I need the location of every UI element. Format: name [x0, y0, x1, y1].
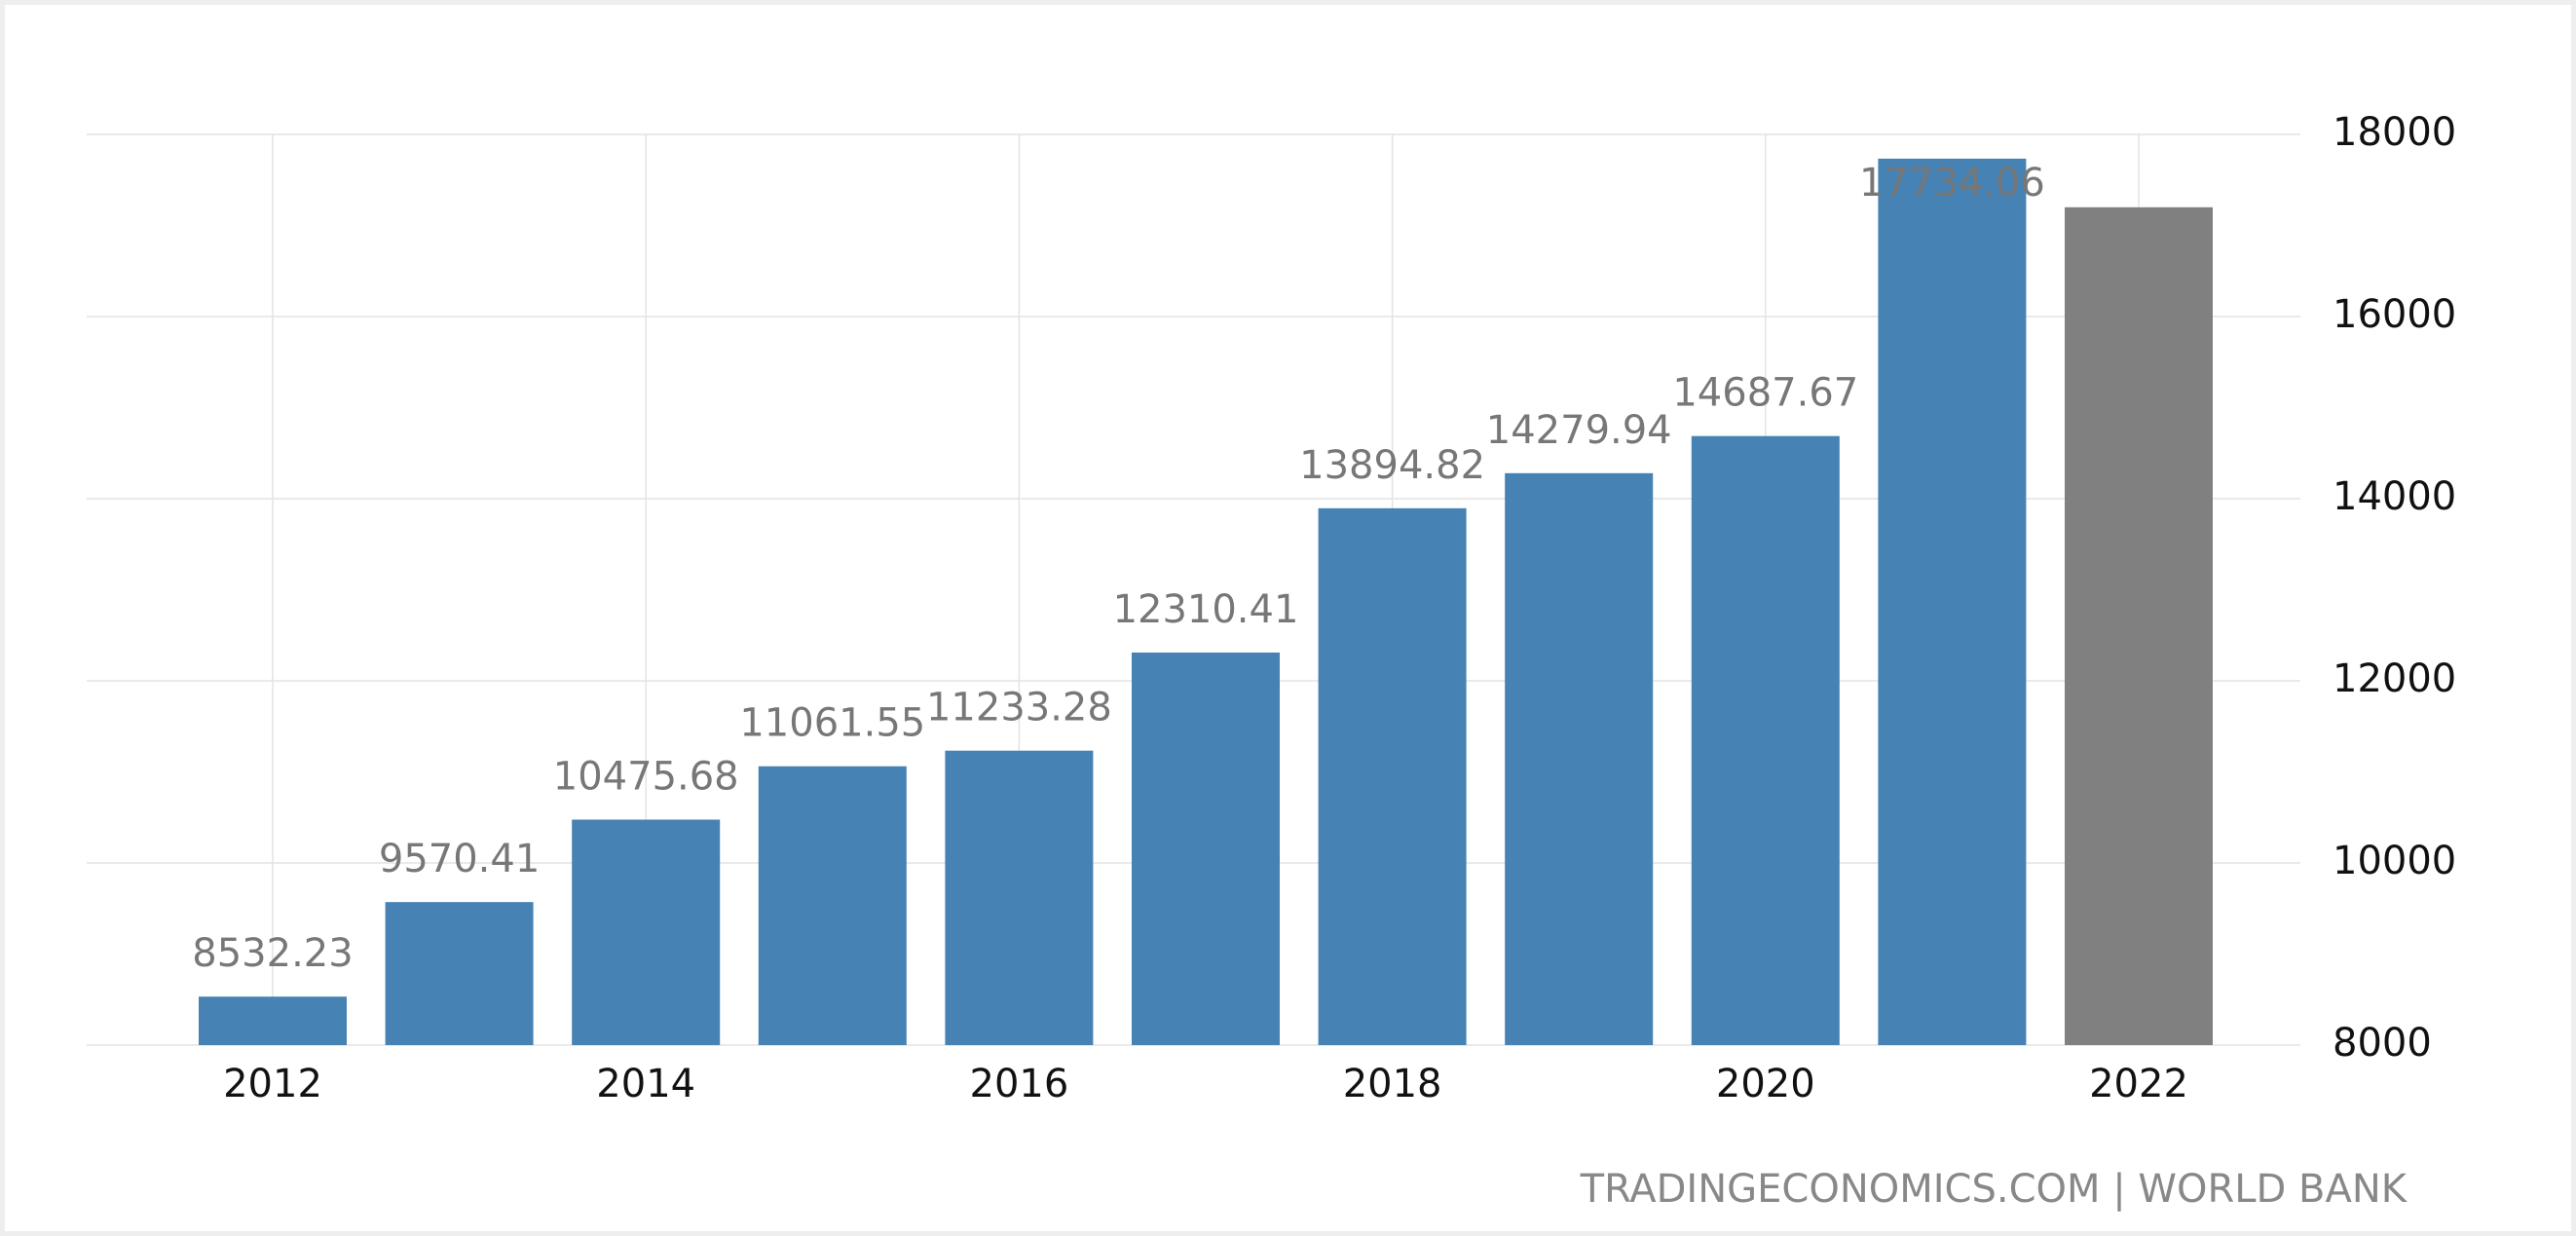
y-tick-label: 10000 — [2333, 839, 2456, 883]
bar — [199, 996, 347, 1045]
bar — [1132, 652, 1280, 1045]
x-tick-label: 2020 — [1716, 1062, 1815, 1106]
value-label: 11061.55 — [739, 701, 925, 746]
value-label: 17734.06 — [1859, 161, 2045, 206]
bar — [945, 750, 1094, 1045]
bar — [758, 766, 907, 1045]
source: TRADINGECONOMICS.COM | WORLD BANK — [1580, 1167, 2408, 1212]
bar — [2065, 206, 2213, 1046]
value-label: 10475.68 — [553, 755, 739, 800]
value-label: 13894.82 — [1299, 443, 1485, 488]
value-label: 9570.41 — [379, 837, 540, 881]
value-label: 11233.28 — [926, 686, 1112, 730]
y-tick-label: 16000 — [2333, 292, 2456, 337]
value-label: 12310.41 — [1113, 587, 1299, 632]
bar — [1691, 435, 1840, 1045]
y-tick-label: 18000 — [2333, 110, 2456, 155]
x-tick-label: 2016 — [970, 1062, 1069, 1106]
value-label: 8532.23 — [192, 931, 353, 976]
y-tick-label: 12000 — [2333, 656, 2456, 701]
bar — [1505, 472, 1654, 1045]
bar — [385, 902, 534, 1045]
x-tick-label: 2018 — [1343, 1062, 1442, 1106]
y-tick-label: 8000 — [2333, 1021, 2432, 1066]
x-tick-label: 2012 — [223, 1062, 322, 1106]
bar — [572, 819, 721, 1045]
value-label: 14687.67 — [1672, 371, 1858, 416]
bar — [1318, 507, 1467, 1045]
x-tick-label: 2014 — [596, 1062, 695, 1106]
y-tick-label: 14000 — [2333, 474, 2456, 519]
value-label: 14279.94 — [1486, 408, 1672, 453]
bar — [1878, 158, 2027, 1046]
x-tick-label: 2022 — [2089, 1062, 2188, 1106]
